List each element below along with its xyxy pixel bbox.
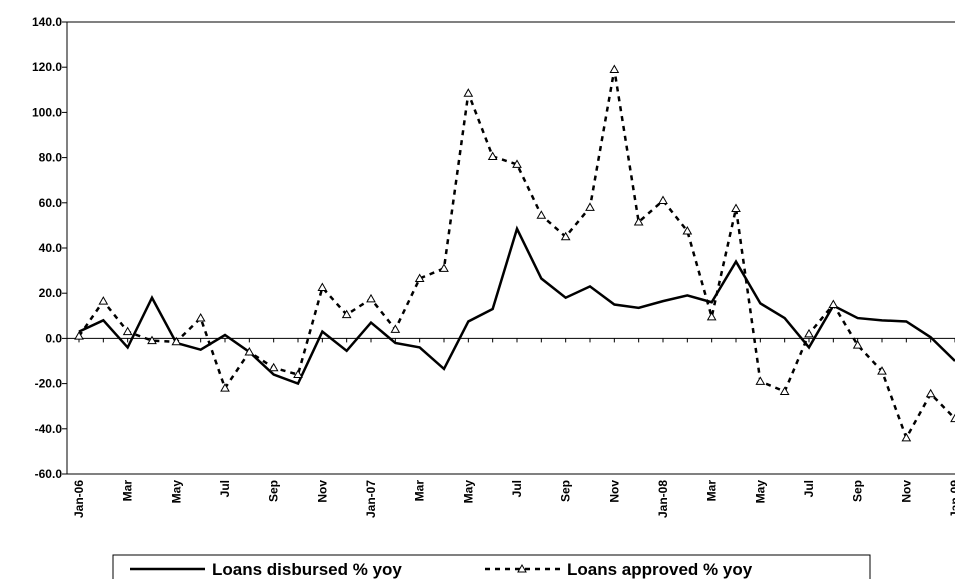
y-tick-label: -20.0 xyxy=(35,377,63,391)
x-tick-label: Jan-06 xyxy=(72,480,86,518)
point-marker xyxy=(439,263,449,272)
point-marker xyxy=(877,366,887,375)
point-marker xyxy=(293,369,303,379)
point-marker xyxy=(341,309,352,319)
x-tick-label: Jan-07 xyxy=(364,480,378,518)
x-tick-label: Mar xyxy=(705,480,719,502)
point-marker xyxy=(585,202,595,211)
point-marker xyxy=(512,159,522,168)
series-line xyxy=(78,225,955,386)
y-tick-label: 120.0 xyxy=(32,60,62,74)
point-marker xyxy=(366,293,376,303)
point-marker xyxy=(950,413,955,423)
x-tick-label: Jan-09 xyxy=(948,480,955,518)
y-tick-label: 20.0 xyxy=(39,286,63,300)
point-marker xyxy=(925,388,936,398)
point-marker xyxy=(414,273,425,283)
point-marker xyxy=(147,335,157,345)
x-tick-label: Jul xyxy=(802,480,816,497)
point-marker xyxy=(195,313,206,322)
y-tick-label: 140.0 xyxy=(32,15,62,29)
series-line xyxy=(77,69,955,441)
point-marker xyxy=(779,386,790,396)
y-tick-label: 60.0 xyxy=(39,196,63,210)
x-tick-label: Sep xyxy=(851,480,865,502)
x-tick-label: Mar xyxy=(413,480,427,502)
point-marker xyxy=(828,299,839,308)
x-tick-label: Jul xyxy=(510,480,524,497)
y-tick-label: -40.0 xyxy=(35,422,63,436)
y-tick-label: 100.0 xyxy=(32,105,62,119)
point-marker xyxy=(731,203,741,212)
point-marker xyxy=(390,324,401,333)
x-tick-label: Sep xyxy=(267,480,281,502)
point-marker xyxy=(98,296,109,305)
point-marker xyxy=(852,340,863,349)
legend-marker xyxy=(517,563,527,573)
x-tick-label: Jul xyxy=(218,480,232,497)
x-tick-label: Jan-08 xyxy=(656,480,670,518)
point-marker xyxy=(74,331,84,340)
point-marker xyxy=(706,311,717,321)
x-tick-label: May xyxy=(169,480,183,504)
x-tick-label: Nov xyxy=(607,480,621,503)
point-marker xyxy=(804,328,814,338)
point-marker xyxy=(633,217,644,226)
y-tick-label: 40.0 xyxy=(39,241,63,255)
point-marker xyxy=(171,336,182,346)
y-tick-label: -60.0 xyxy=(35,467,63,481)
point-marker xyxy=(463,88,474,97)
legend-label: Loans approved % yoy xyxy=(567,560,753,579)
legend-box xyxy=(112,554,871,579)
x-tick-label: Sep xyxy=(559,480,573,502)
x-tick-label: Nov xyxy=(315,480,329,503)
point-marker xyxy=(560,231,571,241)
legend-label: Loans disbursed % yoy xyxy=(212,560,402,579)
y-tick-label: 80.0 xyxy=(39,151,63,165)
point-marker xyxy=(317,282,328,292)
x-tick-label: Mar xyxy=(121,480,135,502)
point-marker xyxy=(536,210,547,219)
x-tick-label: May xyxy=(753,480,767,504)
x-tick-label: May xyxy=(461,480,475,504)
point-marker xyxy=(609,64,620,73)
point-marker xyxy=(122,326,133,336)
point-marker xyxy=(901,432,912,442)
point-marker xyxy=(682,226,693,235)
point-marker xyxy=(755,376,766,385)
point-marker xyxy=(487,151,498,160)
point-marker xyxy=(220,383,230,392)
point-marker xyxy=(244,346,255,356)
point-marker xyxy=(268,362,279,372)
point-marker xyxy=(658,195,668,205)
x-tick-label: Nov xyxy=(899,480,913,503)
y-tick-label: 0.0 xyxy=(45,331,62,345)
